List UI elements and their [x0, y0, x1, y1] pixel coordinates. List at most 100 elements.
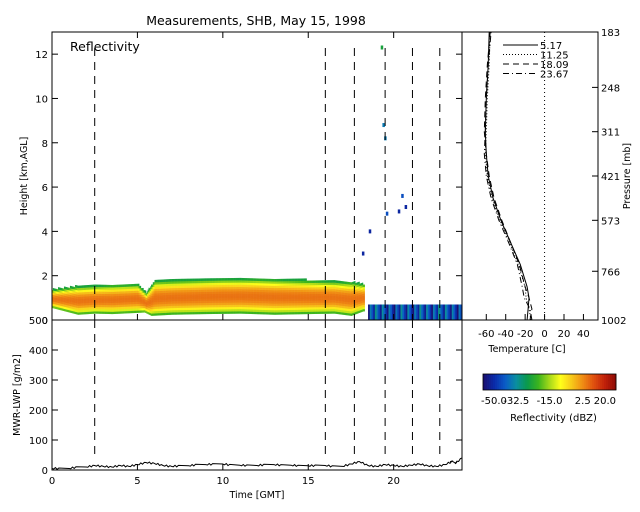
- reflectivity-cell: [286, 278, 289, 282]
- reflectivity-cell: [154, 304, 156, 307]
- reflectivity-cell: [222, 311, 224, 314]
- reflectivity-cell: [214, 284, 216, 288]
- reflectivity-cell: [274, 312, 276, 315]
- reflectivity-cell: [116, 311, 118, 314]
- reflectivity-cell: [241, 297, 243, 301]
- reflectivity-cell: [154, 279, 156, 283]
- reflectivity-cell: [179, 301, 181, 304]
- reflectivity-cell: [91, 302, 93, 306]
- reflectivity-cell: [147, 296, 149, 299]
- reflectivity-cell: [241, 295, 243, 299]
- reflectivity-cell: [207, 307, 209, 310]
- reflectivity-cell: [79, 305, 81, 309]
- reflectivity-cell: [83, 296, 85, 299]
- reflectivity-cell: [244, 295, 246, 299]
- reflectivity-cell: [280, 296, 283, 300]
- reflectivity-cell: [146, 300, 148, 303]
- reflectivity-cell: [131, 292, 133, 296]
- reflectivity-cell: [203, 285, 205, 288]
- reflectivity-cell: [190, 291, 192, 295]
- reflectivity-cell: [184, 303, 186, 306]
- reflectivity-cell: [57, 304, 60, 308]
- reflectivity-cell: [69, 303, 72, 307]
- reflectivity-cell: [302, 293, 304, 297]
- reflectivity-cell: [57, 293, 60, 297]
- reflectivity-cell: [339, 307, 341, 310]
- reflectivity-cell: [294, 294, 296, 297]
- reflectivity-cell: [314, 300, 316, 303]
- reflectivity-cell: [136, 303, 138, 307]
- reflectivity-cell: [261, 283, 263, 286]
- reflectivity-cell: [182, 289, 184, 293]
- reflectivity-cell: [202, 287, 204, 290]
- reflectivity-cell: [327, 293, 330, 297]
- reflectivity-cell: [110, 307, 113, 310]
- reflectivity-cell: [112, 291, 114, 295]
- reflectivity-cell: [295, 289, 297, 293]
- reflectivity-cell: [201, 289, 203, 293]
- reflectivity-cell: [161, 292, 163, 296]
- reflectivity-cell: [67, 307, 69, 310]
- reflectivity-cell: [249, 282, 251, 286]
- reflectivity-cell: [238, 282, 240, 285]
- reflectivity-cell: [122, 304, 124, 307]
- reflectivity-cell: [151, 311, 154, 314]
- reflectivity-cell: [286, 278, 288, 282]
- reflectivity-cell: [249, 293, 251, 297]
- reflectivity-cell: [291, 311, 293, 315]
- reflectivity-cell: [139, 301, 142, 304]
- reflectivity-cell: [122, 284, 125, 287]
- reflectivity-cell: [173, 294, 175, 298]
- reflectivity-cell: [96, 302, 98, 305]
- reflectivity-cell: [278, 309, 280, 313]
- reflectivity-cell: [246, 309, 248, 312]
- reflectivity-cell: [109, 307, 111, 310]
- reflectivity-cell: [227, 282, 230, 286]
- reflectivity-cell: [276, 298, 278, 302]
- reflectivity-cell: [315, 302, 318, 306]
- reflectivity-cell: [265, 292, 267, 295]
- reflectivity-cell: [253, 293, 255, 297]
- reflectivity-cell: [106, 302, 108, 306]
- reflectivity-cell: [114, 295, 116, 299]
- reflectivity-cell: [227, 298, 230, 301]
- reflectivity-cell: [60, 307, 62, 311]
- reflectivity-cell: [157, 281, 160, 285]
- reflectivity-cell: [204, 302, 206, 306]
- reflectivity-cell: [320, 291, 322, 294]
- reflectivity-cell: [311, 289, 313, 292]
- reflectivity-cell: [78, 296, 80, 300]
- reflectivity-cell: [159, 297, 161, 300]
- reflectivity-cell: [167, 292, 169, 296]
- reflectivity-cell: [69, 292, 71, 295]
- reflectivity-cell: [189, 285, 191, 288]
- reflectivity-cell: [103, 302, 105, 306]
- reflectivity-cell: [132, 310, 134, 314]
- reflectivity-cell: [334, 282, 336, 285]
- reflectivity-cell: [289, 305, 291, 308]
- reflectivity-cell: [130, 286, 132, 289]
- reflectivity-cell: [273, 287, 275, 291]
- reflectivity-cell: [178, 283, 180, 286]
- reflectivity-cell: [266, 285, 268, 288]
- reflectivity-cell: [210, 282, 213, 286]
- reflectivity-cell: [204, 304, 207, 308]
- reflectivity-cell: [282, 292, 284, 295]
- reflectivity-cell: [342, 301, 344, 304]
- reflectivity-cell: [146, 297, 148, 301]
- reflectivity-cell: [92, 289, 94, 292]
- reflectivity-cell: [321, 280, 323, 283]
- reflectivity-cell: [269, 309, 271, 313]
- reflectivity-cell: [333, 284, 335, 288]
- reflectivity-cell: [108, 304, 110, 308]
- reflectivity-cell: [303, 282, 306, 286]
- reflectivity-cell: [252, 302, 254, 306]
- reflectivity-cell: [325, 311, 327, 314]
- reflectivity-cell: [217, 282, 219, 286]
- reflectivity-cell: [204, 293, 206, 297]
- reflectivity-cell: [299, 294, 301, 297]
- reflectivity-cell: [84, 296, 86, 299]
- reflectivity-cell: [304, 300, 306, 304]
- reflectivity-cell: [251, 280, 254, 284]
- reflectivity-cell: [313, 291, 315, 295]
